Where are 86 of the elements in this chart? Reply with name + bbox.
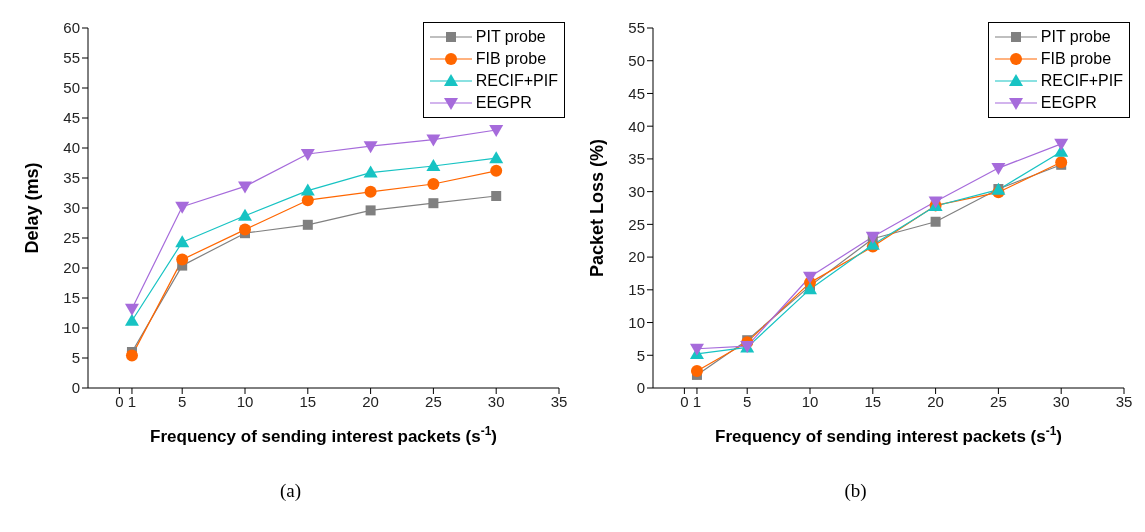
point — [300, 183, 315, 196]
x-tick-label: 35 — [1115, 392, 1133, 410]
y-axis-title: Packet Loss (%) — [587, 138, 607, 278]
y-tick-label: 30 — [63, 199, 80, 217]
y-tick-label: 15 — [628, 281, 645, 299]
x-tick-label: 20 — [927, 392, 944, 410]
point — [930, 216, 941, 227]
point — [238, 181, 252, 194]
point — [491, 191, 502, 201]
y-tick-label: 30 — [628, 182, 645, 200]
point — [426, 159, 441, 171]
point — [489, 125, 504, 137]
x-tick-label: 10 — [801, 392, 819, 410]
y-tick-label: 60 — [63, 19, 80, 37]
point — [991, 163, 1006, 176]
y-tick-label: 25 — [628, 215, 645, 233]
y-tick-label: 15 — [63, 289, 80, 307]
x-tick-label: 5 — [178, 392, 187, 410]
x-axis-title: Frequency of sending interest packets (s$^{-1}$) — [715, 424, 1062, 446]
y-tick-label: 5 — [71, 349, 80, 367]
point — [124, 313, 139, 326]
y-tick-label: 55 — [63, 49, 80, 67]
legend-label: FIB probe — [1040, 50, 1112, 68]
legend-label: PIT probe — [475, 28, 546, 46]
point — [238, 208, 252, 221]
x-tick-label: 5 — [743, 392, 752, 410]
point — [690, 364, 703, 377]
y-tick-label: 20 — [628, 248, 645, 266]
y-tick-label: 50 — [63, 79, 80, 97]
x-tick-label: 25 — [990, 392, 1007, 410]
x-tick-label: 15 — [299, 392, 317, 410]
point — [363, 141, 378, 154]
x-tick-label: 20 — [362, 392, 379, 410]
point — [427, 178, 440, 190]
y-tick-label: 0 — [636, 379, 645, 397]
point — [124, 303, 139, 316]
text: (a) — [278, 480, 303, 502]
point — [426, 134, 441, 147]
point — [175, 235, 190, 248]
x-tick-label: 30 — [487, 392, 505, 410]
x-tick-label: 25 — [425, 392, 442, 410]
point — [428, 198, 439, 209]
legend-label: RECIF+PIF — [475, 72, 558, 90]
x-tick-label: 15 — [864, 392, 882, 410]
point — [490, 164, 503, 177]
point — [300, 149, 315, 161]
point — [803, 271, 817, 284]
y-tick-label: 25 — [63, 229, 80, 247]
point — [364, 185, 377, 198]
y-tick-label: 45 — [63, 109, 80, 127]
x-tick-label: 0 — [115, 392, 124, 410]
point — [363, 165, 378, 178]
y-tick-label: 50 — [628, 52, 645, 70]
legend-label: EEGPR — [475, 94, 532, 112]
x-tick-label: 0 — [680, 392, 689, 410]
x-axis-title: Frequency of sending interest packets (s$^{-1}$) — [150, 424, 497, 446]
point — [239, 223, 251, 236]
y-tick-label: 10 — [63, 319, 80, 337]
y-axis-title: Delay (ms) — [22, 162, 42, 254]
x-tick-label: 30 — [1052, 392, 1070, 410]
x-tick-label: 10 — [236, 392, 254, 410]
legend-label: RECIF+PIF — [1040, 72, 1123, 90]
y-tick-label: 40 — [628, 117, 645, 135]
legend-label: EEGPR — [1040, 94, 1097, 112]
y-tick-label: 20 — [63, 259, 80, 277]
y-tick-label: 10 — [628, 313, 645, 331]
y-tick-label: 55 — [628, 19, 645, 37]
y-tick-label: 0 — [71, 379, 80, 397]
y-tick-label: 45 — [628, 84, 645, 102]
point — [175, 201, 190, 214]
point — [489, 151, 504, 164]
point — [365, 205, 376, 216]
legend-label: FIB probe — [475, 50, 547, 68]
y-tick-label: 35 — [628, 150, 645, 168]
y-tick-label: 35 — [63, 169, 80, 187]
text: (b) — [843, 480, 868, 502]
point — [176, 253, 189, 266]
y-tick-label: 5 — [636, 346, 645, 364]
x-tick-label: 1 — [127, 392, 137, 410]
x-tick-label: 35 — [550, 392, 568, 410]
y-tick-label: 40 — [63, 139, 80, 157]
legend-label: PIT probe — [1040, 28, 1111, 46]
point — [1054, 138, 1069, 151]
x-tick-label: 1 — [692, 392, 702, 410]
point — [125, 349, 138, 362]
point — [302, 219, 313, 230]
